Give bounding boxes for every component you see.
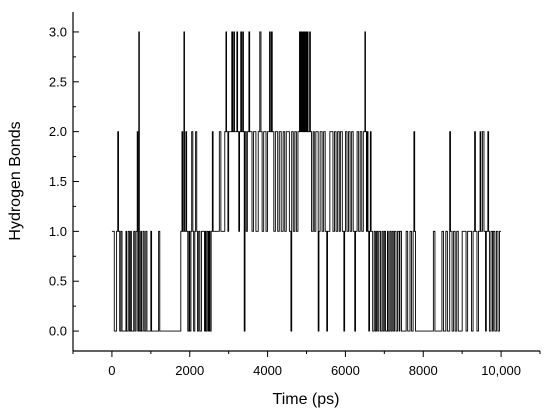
y-axis-ticks: 0.0 0.5 1.0 1.5 2.0 2.5 3.0 bbox=[49, 24, 79, 339]
x-axis-ticks: 0 2000 4000 6000 8000 10,000 bbox=[72, 351, 541, 378]
x-tick-label: 0 bbox=[108, 363, 115, 378]
x-tick-label: 4000 bbox=[253, 363, 282, 378]
x-tick-label: 2000 bbox=[175, 363, 204, 378]
y-axis-title: Hydrogen Bonds bbox=[7, 121, 24, 240]
x-tick-label: 6000 bbox=[331, 363, 360, 378]
y-tick-label: 1.0 bbox=[49, 224, 67, 239]
y-tick-label: 0.5 bbox=[49, 274, 67, 289]
y-tick-label: 1.5 bbox=[49, 174, 67, 189]
data-series bbox=[111, 31, 502, 332]
x-tick-label: 8000 bbox=[409, 363, 438, 378]
hydrogen-bonds-line bbox=[111, 31, 502, 332]
y-tick-label: 3.0 bbox=[49, 24, 67, 39]
x-axis-title: Time (ps) bbox=[273, 391, 340, 408]
x-tick-label: 10,000 bbox=[481, 363, 521, 378]
y-tick-label: 2.5 bbox=[49, 74, 67, 89]
y-tick-label: 0.0 bbox=[49, 324, 67, 339]
y-tick-label: 2.0 bbox=[49, 124, 67, 139]
